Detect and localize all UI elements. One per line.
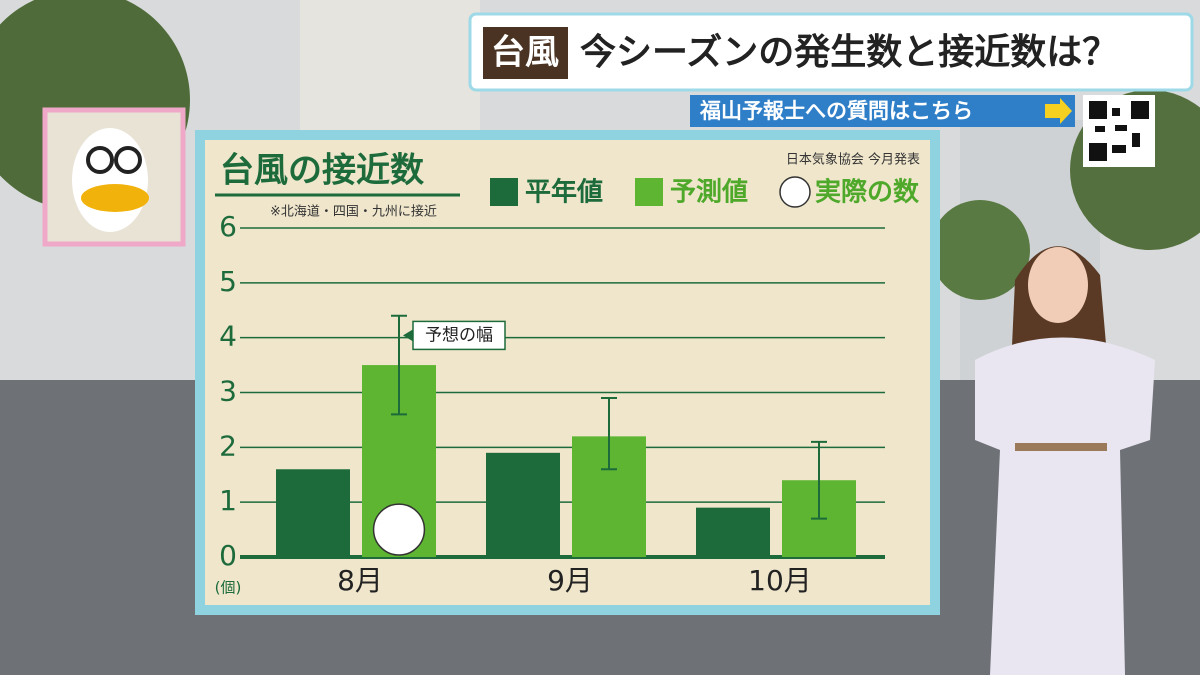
- error-bar: [811, 440, 827, 520]
- x-tick-label: 10月: [748, 564, 812, 597]
- banner-box: [690, 95, 1075, 127]
- legend-label: 平年値: [525, 177, 603, 208]
- legend-marker: [490, 178, 518, 206]
- header-title: 今シーズンの発生数と接近数は？: [580, 31, 1118, 73]
- tree: [930, 200, 1030, 300]
- annotation-box: [412, 320, 506, 351]
- legend-label: 予測値: [670, 178, 748, 208]
- annotation-arrow: [403, 329, 413, 342]
- error-bar: [391, 314, 407, 416]
- qr-pattern: [1089, 101, 1149, 161]
- legend-marker: [635, 178, 663, 206]
- header-box: [468, 12, 1194, 92]
- error-bar: [601, 396, 617, 471]
- y-tick-label: 4: [219, 320, 237, 353]
- bar: [486, 452, 560, 557]
- building: [300, 0, 480, 130]
- chart-source: 日本気象協会 今月発表: [786, 152, 920, 168]
- annotation: 予想の幅: [425, 325, 493, 345]
- bar: [696, 507, 770, 557]
- presenter: [975, 246, 1155, 675]
- bar: [276, 469, 350, 557]
- y-tick-label: 3: [219, 375, 237, 408]
- actual-marker: [372, 503, 426, 556]
- chart-title: 台風の接近数: [220, 151, 424, 191]
- y-tick-label: 0: [219, 539, 237, 572]
- x-tick-label: 8月: [337, 564, 383, 597]
- banner-text: 福山予報士への質問はこちら: [699, 99, 973, 123]
- legend-label: 実際の数: [815, 177, 920, 208]
- y-tick-label: 1: [219, 484, 237, 517]
- x-tick-label: 9月: [547, 564, 593, 597]
- legend-marker: [779, 176, 811, 208]
- arrow-icon: [1045, 98, 1072, 124]
- y-unit: (個): [215, 579, 242, 597]
- chart-subtitle: ※北海道・四国・九州に接近: [270, 204, 437, 220]
- y-tick-label: 2: [219, 429, 237, 462]
- mascot: [72, 128, 149, 232]
- y-tick-label: 6: [219, 210, 237, 243]
- y-tick-label: 5: [219, 265, 237, 298]
- header-tag: 台風: [491, 33, 559, 73]
- header-tag-box: [483, 27, 568, 79]
